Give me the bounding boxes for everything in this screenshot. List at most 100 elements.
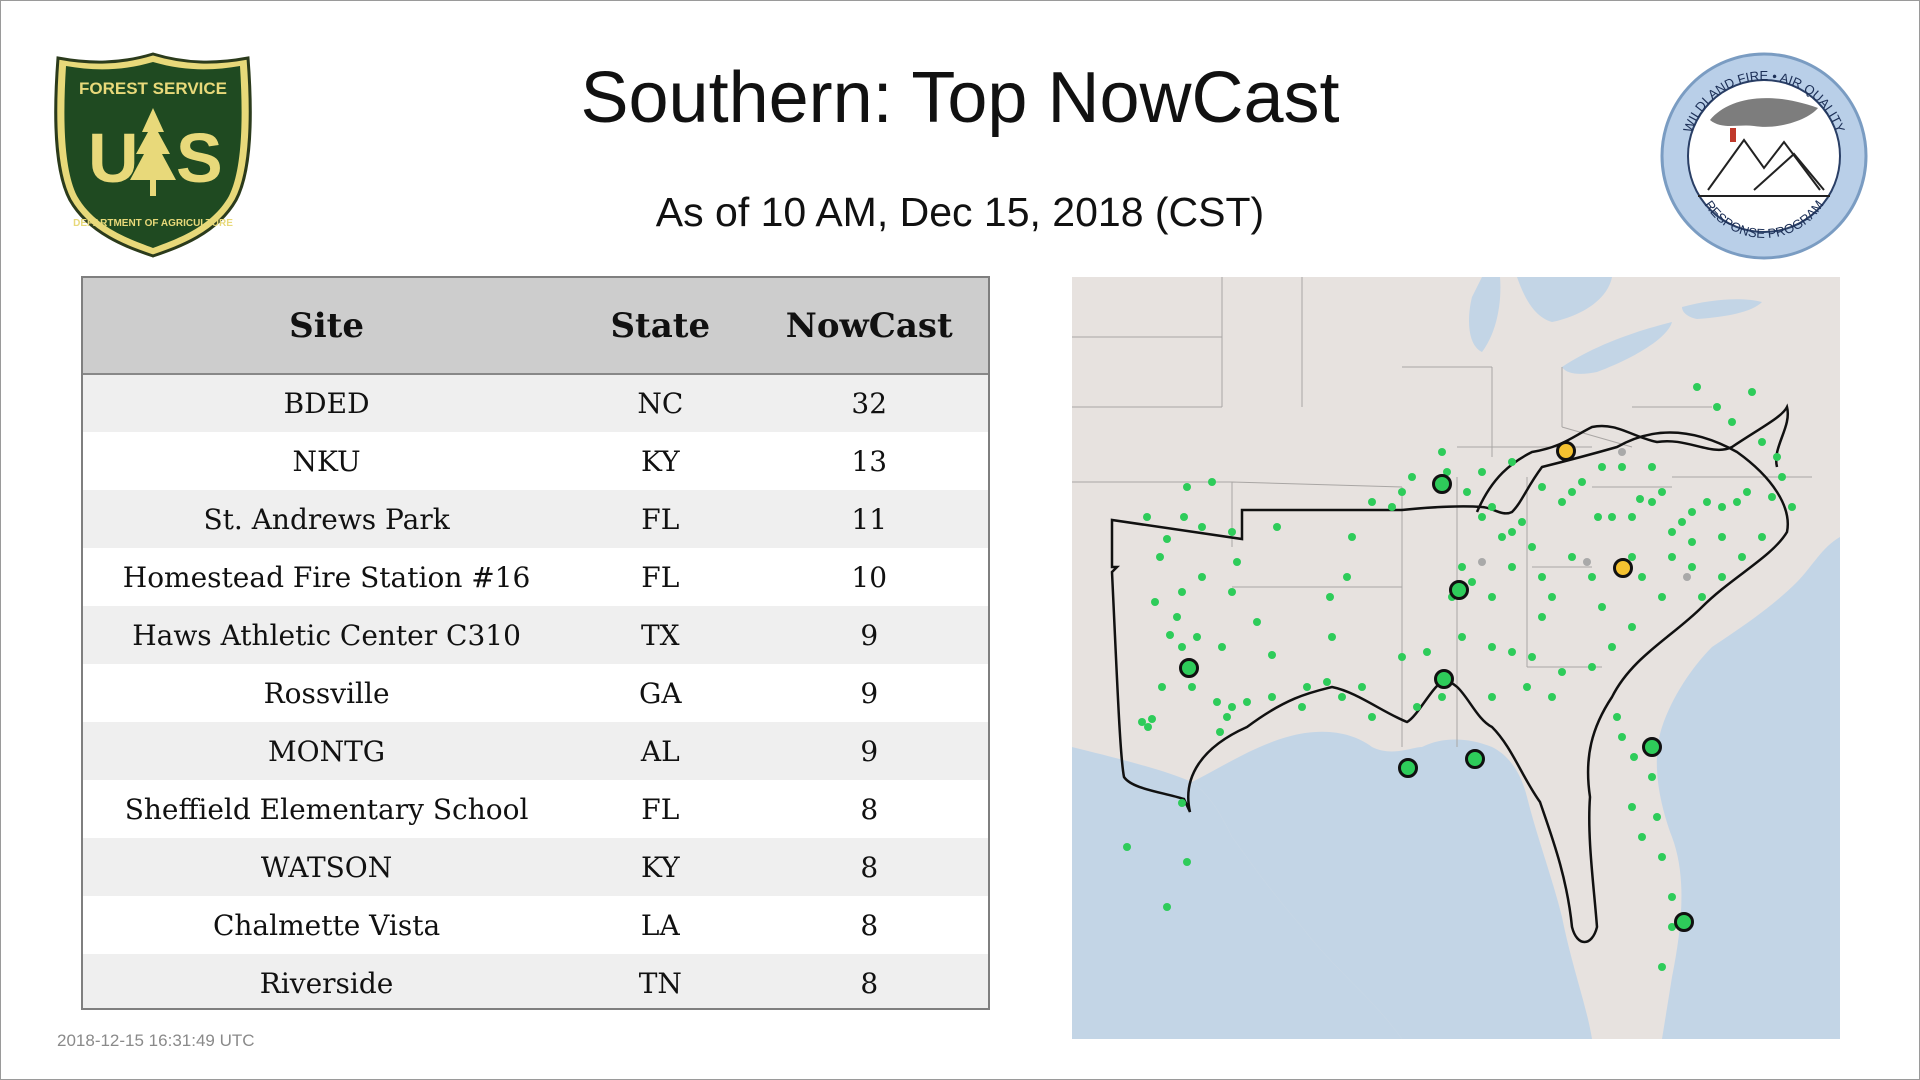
cell-state: TX — [640, 618, 680, 652]
cell-nowcast: 32 — [851, 387, 888, 420]
monitor-dot — [1488, 503, 1496, 511]
cell-nowcast: 8 — [860, 792, 879, 826]
monitor-dot — [1478, 468, 1486, 476]
table-row: Chalmette Vista LA 8 — [83, 896, 988, 954]
monitor-dot — [1598, 463, 1606, 471]
monitor-dot — [1748, 388, 1756, 396]
cell-state: FL — [641, 560, 680, 594]
cell-nowcast: 9 — [860, 618, 879, 652]
monitor-dot — [1523, 683, 1531, 691]
monitor-dot — [1548, 593, 1556, 601]
monitor-dot — [1243, 698, 1251, 706]
cell-nowcast: 8 — [860, 850, 879, 884]
cell-state: GA — [639, 676, 682, 710]
monitor-dot — [1228, 703, 1236, 711]
cell-state: KY — [640, 850, 680, 884]
cell-state: AL — [640, 734, 680, 768]
monitor-dot — [1653, 813, 1661, 821]
monitor-dot — [1668, 528, 1676, 536]
table-row: Riverside TN 8 — [83, 954, 988, 1008]
cell-site: Chalmette Vista — [212, 908, 441, 942]
atlantic-ocean — [1656, 537, 1840, 1039]
monitor-dot — [1218, 643, 1226, 651]
page-title: Southern: Top NowCast — [580, 58, 1340, 138]
page-subtitle: As of 10 AM, Dec 15, 2018 (CST) — [655, 189, 1265, 235]
monitor-dot — [1151, 598, 1159, 606]
monitor-dot — [1638, 833, 1646, 841]
monitor-dot — [1323, 678, 1331, 686]
cell-nowcast: 8 — [860, 966, 879, 1000]
monitor-dot — [1508, 458, 1516, 466]
cell-site: MONTG — [267, 734, 386, 768]
wildland-fire-air-quality-logo: WILDLAND FIRE • AIR QUALITY RESPONSE PRO… — [1660, 52, 1868, 260]
monitor-dot — [1188, 683, 1196, 691]
cell-nowcast: 9 — [860, 676, 879, 710]
monitor-dot — [1213, 698, 1221, 706]
gulf-of-mexico — [1072, 747, 1402, 1039]
monitor-dot — [1703, 498, 1711, 506]
monitor-dot — [1398, 653, 1406, 661]
monitor-dot — [1166, 631, 1174, 639]
monitor-dot — [1733, 498, 1741, 506]
monitor-dot — [1508, 648, 1516, 656]
monitor-dot — [1648, 498, 1656, 506]
monitor-dot — [1216, 728, 1224, 736]
monitor-dot — [1688, 538, 1696, 546]
region-north-edge — [1475, 403, 1790, 513]
monitor-dot — [1538, 573, 1546, 581]
monitor-dot — [1508, 528, 1516, 536]
lake-ontario — [1682, 299, 1762, 319]
monitor-dot — [1138, 718, 1146, 726]
cell-site: Homestead Fire Station #16 — [122, 560, 531, 594]
table-row: WATSON KY 8 — [83, 838, 988, 896]
cell-nowcast: 11 — [851, 502, 888, 536]
monitor-dot — [1198, 523, 1206, 531]
top-site-marker-green — [1179, 658, 1199, 678]
table-row: Rossville GA 9 — [83, 664, 988, 722]
monitor-dot — [1458, 633, 1466, 641]
table-row: Haws Athletic Center C310 TX 9 — [83, 606, 988, 664]
column-header-state: State — [610, 305, 711, 346]
monitor-dot — [1773, 453, 1781, 461]
cell-site: BDED — [283, 387, 370, 420]
monitor-dot — [1628, 513, 1636, 521]
monitor-dot — [1163, 535, 1171, 543]
monitor-dot — [1568, 488, 1576, 496]
monitor-dot — [1558, 668, 1566, 676]
monitor-dot — [1578, 478, 1586, 486]
monitor-dot — [1144, 723, 1152, 731]
top-site-marker-green — [1398, 758, 1418, 778]
monitor-dot — [1148, 715, 1156, 723]
monitor-dot — [1738, 553, 1746, 561]
monitor-dot — [1468, 578, 1476, 586]
monitor-dot — [1398, 488, 1406, 496]
lake-huron — [1517, 277, 1612, 322]
cell-site: NKU — [292, 444, 361, 478]
cell-state: NC — [637, 387, 684, 420]
top-site-marker-yellow — [1613, 558, 1633, 578]
monitor-dot — [1498, 533, 1506, 541]
top-sites — [1179, 441, 1694, 932]
monitor-dot — [1303, 683, 1311, 691]
monitor-dot — [1328, 633, 1336, 641]
cell-nowcast: 8 — [860, 908, 879, 942]
monitor-dot — [1630, 753, 1638, 761]
cell-site: Riverside — [259, 966, 394, 1000]
monitor-dot — [1163, 903, 1171, 911]
monitor-dot — [1488, 593, 1496, 601]
monitor-dot — [1348, 533, 1356, 541]
monitor-dot — [1408, 473, 1416, 481]
monitor-dot — [1718, 503, 1726, 511]
monitor-dot — [1458, 563, 1466, 571]
cell-state: FL — [641, 502, 680, 536]
monitor-dot — [1298, 703, 1306, 711]
monitor-dot — [1598, 603, 1606, 611]
render-timestamp: 2018-12-15 16:31:49 UTC — [57, 1031, 255, 1050]
monitor-dot — [1743, 488, 1751, 496]
monitor-dot — [1588, 573, 1596, 581]
table-header-row: Site State NowCast — [83, 278, 988, 374]
monitor-dot — [1183, 483, 1191, 491]
monitor-dot — [1268, 651, 1276, 659]
monitor-dot — [1568, 553, 1576, 561]
monitor-dot — [1178, 799, 1186, 807]
